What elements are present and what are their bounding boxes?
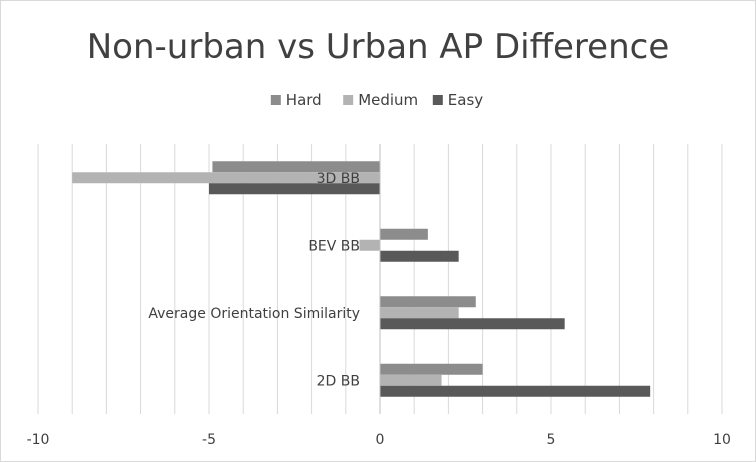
category-label: 3D BB [317,171,360,187]
x-tick-label: -10 [27,432,50,448]
bar-medium-bev-bb [359,239,380,251]
category-label: 2D BB [317,373,360,389]
category-labels: 3D BB BEV BB Average Orientation Similarit… [148,171,360,390]
bar-hard-average-orientation-similarity [380,296,476,308]
chart-title: Non-urban vs Urban AP Difference [87,27,669,67]
bar-easy-bev-bb [380,250,459,262]
bar-hard-3d-bb [212,161,380,173]
legend-label-easy: Easy [448,91,483,109]
legend-label-medium: Medium [358,91,418,109]
x-tick-label: -5 [202,432,216,448]
bar-hard-bev-bb [380,228,428,240]
bar-easy-3d-bb [209,183,380,195]
bar-easy-average-orientation-similarity [380,318,565,330]
bar-easy-2d-bb [380,385,651,397]
x-tick-label: 10 [713,432,731,448]
category-label: Average Orientation Similarity [148,306,360,322]
legend-swatch-hard [270,95,281,105]
category-label: BEV BB [308,238,360,254]
legend-label-hard: Hard [286,91,322,109]
bar-medium-3d-bb [72,172,380,184]
bars [72,144,651,414]
bar-medium-2d-bb [380,374,442,386]
legend-swatch-easy [432,95,443,105]
x-tick-label: 0 [376,432,385,448]
legend-swatch-medium [343,95,354,105]
legend: Hard Medium Easy [270,91,483,109]
bar-hard-2d-bb [380,363,483,375]
x-tick-label: 5 [547,432,556,448]
bar-medium-average-orientation-similarity [380,307,459,319]
x-axis-tick-labels: -10 -5 0 5 10 [27,432,731,448]
